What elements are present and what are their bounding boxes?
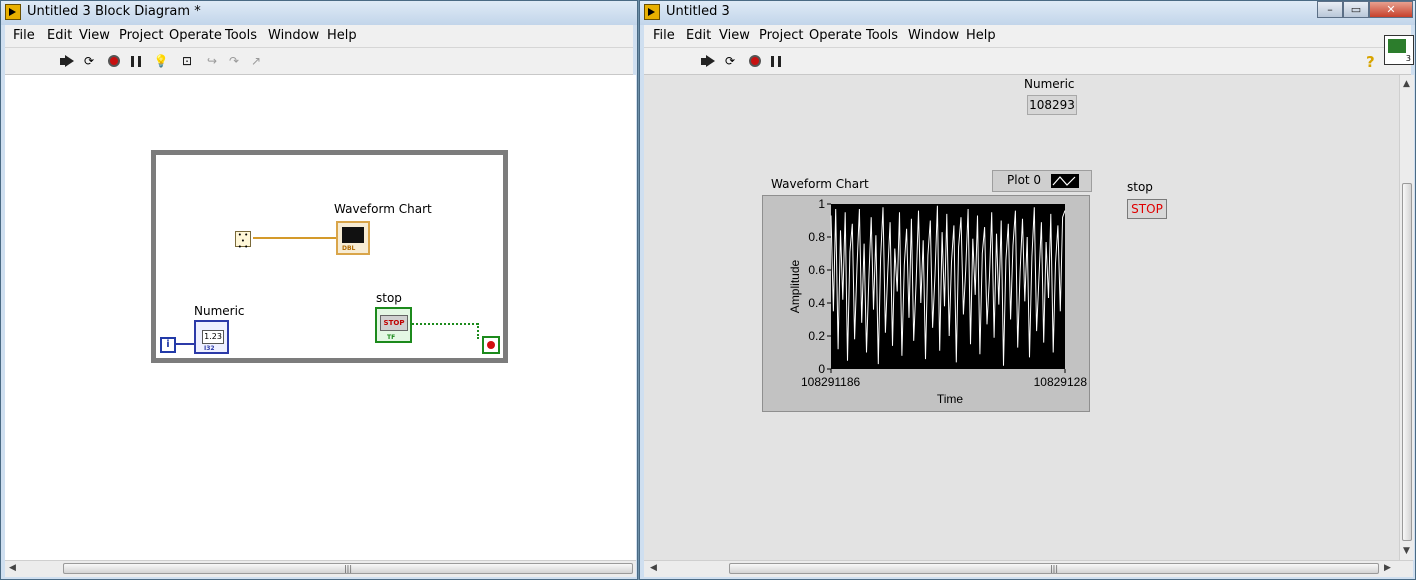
run-icon[interactable]	[700, 53, 716, 69]
caption-buttons: – ▭ ✕	[1317, 1, 1413, 19]
menu-tools[interactable]: Tools	[866, 28, 899, 43]
menu-bar: File Edit View Project Operate Tools Win…	[644, 25, 1411, 48]
menu-operate[interactable]: Operate	[169, 28, 222, 43]
menu-tools[interactable]: Tools	[225, 28, 258, 43]
waveform-chart-svg: 0 0.2 0.4 0.6 0.8 1 108291186 10829128 Time Ampli…	[788, 197, 1088, 406]
y-tick-label: 0.8	[808, 230, 825, 244]
front-panel-titlebar[interactable]: Untitled 3 – ▭ ✕	[640, 1, 1415, 25]
wire-stop-horizontal[interactable]	[412, 323, 478, 325]
loop-condition-terminal[interactable]	[482, 336, 500, 354]
plot-legend-label: Plot 0	[1007, 173, 1042, 187]
retain-wire-values-icon[interactable]: ⊡	[181, 54, 193, 68]
y-axis-label: Amplitude	[788, 260, 802, 314]
context-help-icon[interactable]: ?	[1366, 53, 1375, 71]
waveform-chart[interactable]: 0 0.2 0.4 0.6 0.8 1 108291186 10829128 Time Ampli…	[762, 195, 1090, 412]
block-diagram-titlebar[interactable]: Untitled 3 Block Diagram *	[1, 1, 637, 25]
wire-stop-vertical[interactable]	[477, 323, 479, 339]
waveform-chart-label[interactable]: Waveform Chart	[334, 202, 432, 216]
numeric-indicator[interactable]: 108293	[1027, 95, 1077, 115]
horizontal-scroll-thumb[interactable]: |||	[63, 563, 633, 574]
block-diagram-window: Untitled 3 Block Diagram * File Edit Vie…	[0, 0, 638, 580]
pause-icon[interactable]	[768, 53, 784, 69]
vertical-scrollbar[interactable]: ▲ ▼	[1399, 75, 1414, 560]
highlight-execution-icon[interactable]: 💡	[153, 54, 169, 68]
menu-view[interactable]: View	[719, 28, 750, 43]
x-tick-label: 10829128	[1034, 375, 1088, 389]
scroll-left-arrow[interactable]: ◀	[9, 563, 16, 573]
front-panel-window: Untitled 3 – ▭ ✕ File Edit View Project …	[639, 0, 1416, 580]
y-tick-label: 0	[818, 362, 825, 376]
menu-view[interactable]: View	[79, 28, 110, 43]
numeric-terminal-display: 1.23	[202, 330, 224, 344]
menu-file[interactable]: File	[13, 28, 35, 43]
plot-legend[interactable]: Plot 0	[992, 170, 1092, 192]
run-continuously-icon[interactable]: ⟳	[724, 54, 736, 68]
stop-terminal[interactable]: STOP TF	[375, 307, 412, 343]
y-tick-label: 0.6	[808, 263, 825, 277]
block-diagram-canvas[interactable]: Waveform Chart • • • • • DBL Numeric i 1.2…	[5, 75, 636, 560]
toolbar: ⟳ 💡 ⊡ ↪ ↷ ↗	[5, 48, 633, 75]
vertical-scroll-thumb[interactable]	[1402, 183, 1412, 541]
vi-icon[interactable]: 3	[1384, 35, 1414, 65]
y-tick-label: 1	[818, 197, 825, 211]
menu-bar: File Edit View Project Operate Tools Win…	[5, 25, 633, 48]
labview-app-icon[interactable]	[5, 4, 21, 20]
menu-window[interactable]: Window	[268, 28, 320, 43]
wire-iteration-to-numeric[interactable]	[176, 343, 194, 345]
y-tick-label: 0.4	[808, 296, 825, 310]
stop-button-label[interactable]: stop	[1127, 180, 1153, 194]
numeric-indicator-label[interactable]: Numeric	[1024, 77, 1075, 91]
scroll-down-arrow[interactable]: ▼	[1403, 546, 1410, 556]
numeric-label[interactable]: Numeric	[194, 304, 245, 318]
step-into-icon[interactable]: ↪	[206, 54, 218, 68]
run-icon[interactable]	[59, 53, 75, 69]
step-over-icon[interactable]: ↷	[228, 54, 240, 68]
iteration-terminal[interactable]: i	[160, 337, 176, 353]
y-tick-label: 0.2	[808, 329, 825, 343]
menu-project[interactable]: Project	[759, 28, 804, 43]
close-button[interactable]: ✕	[1369, 1, 1413, 18]
scroll-up-arrow[interactable]: ▲	[1403, 79, 1410, 89]
random-number-function-icon[interactable]: • • • • •	[235, 231, 251, 251]
menu-operate[interactable]: Operate	[809, 28, 862, 43]
wire-random-to-chart[interactable]	[253, 237, 337, 239]
toolbar: ⟳ ?	[644, 48, 1411, 75]
horizontal-scrollbar[interactable]: ◀ |||	[5, 560, 636, 577]
pause-icon[interactable]	[128, 53, 144, 69]
menu-help[interactable]: Help	[327, 28, 357, 43]
menu-help[interactable]: Help	[966, 28, 996, 43]
abort-icon[interactable]	[747, 53, 763, 69]
stop-label[interactable]: stop	[376, 291, 402, 305]
abort-icon[interactable]	[106, 53, 122, 69]
horizontal-scroll-thumb[interactable]: |||	[729, 563, 1379, 574]
scroll-left-arrow[interactable]: ◀	[650, 563, 657, 573]
menu-project[interactable]: Project	[119, 28, 164, 43]
maximize-button[interactable]: ▭	[1343, 1, 1369, 18]
labview-app-icon[interactable]	[644, 4, 660, 20]
waveform-chart-label[interactable]: Waveform Chart	[771, 177, 869, 191]
stop-button[interactable]: STOP	[1127, 199, 1167, 219]
front-panel-canvas[interactable]: Numeric 108293 Waveform Chart Plot 0 0 0.…	[644, 75, 1399, 560]
while-loop[interactable]	[151, 150, 508, 363]
menu-edit[interactable]: Edit	[686, 28, 712, 43]
scroll-right-arrow[interactable]: ▶	[1384, 563, 1391, 573]
horizontal-scrollbar[interactable]: ◀ ||| ▶	[644, 560, 1413, 577]
menu-window[interactable]: Window	[908, 28, 960, 43]
plot-legend-swatch	[1051, 174, 1079, 188]
x-tick-label: 108291186	[801, 375, 861, 389]
waveform-chart-terminal[interactable]: DBL	[336, 221, 370, 255]
run-continuously-icon[interactable]: ⟳	[83, 54, 95, 68]
menu-edit[interactable]: Edit	[47, 28, 73, 43]
numeric-terminal[interactable]: 1.23 I32	[194, 320, 229, 354]
window-title: Untitled 3 Block Diagram *	[27, 4, 201, 19]
step-out-icon[interactable]: ↗	[250, 54, 262, 68]
series-line-plot-0	[830, 205, 1066, 366]
x-axis-label: Time	[937, 392, 964, 406]
window-title: Untitled 3	[666, 4, 730, 19]
menu-file[interactable]: File	[653, 28, 675, 43]
minimize-button[interactable]: –	[1317, 1, 1343, 18]
